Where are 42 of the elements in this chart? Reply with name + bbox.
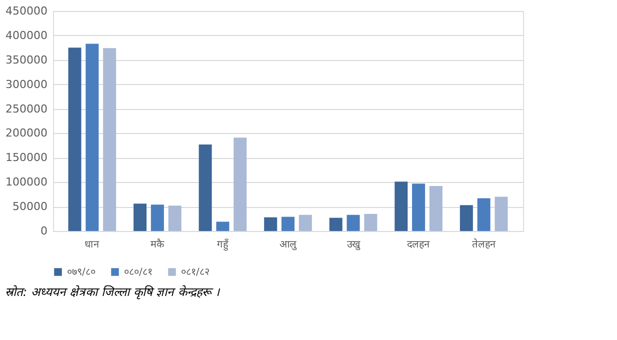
bar — [198, 144, 212, 231]
bar — [150, 204, 164, 231]
y-tick-label: 200000 — [6, 126, 48, 140]
x-tick-label: मकै — [150, 238, 164, 250]
x-tick-label: धान — [84, 240, 100, 250]
bar — [103, 48, 116, 231]
text: स्रोत: अध्ययन क्षेत्रका जिल्ला कृषि ज्ञान केन्द्रहरू । — [5, 285, 221, 300]
bar — [234, 138, 247, 231]
y-tick-label: 450000 — [6, 4, 48, 18]
bar — [394, 182, 408, 231]
bar — [168, 206, 182, 231]
bar — [429, 186, 442, 231]
x-tick-label: उखु — [346, 240, 361, 250]
x-tick-label: दलहन — [407, 240, 430, 250]
y-tick-label: 100000 — [6, 176, 48, 189]
bar — [298, 214, 312, 231]
legend-label: ०८०/८१ — [124, 267, 152, 278]
bar — [264, 217, 278, 231]
y-tick-label: 50000 — [12, 200, 48, 214]
bar — [134, 204, 147, 231]
y-tick-label: 350000 — [6, 53, 48, 66]
bar — [68, 48, 82, 231]
bar — [216, 222, 230, 231]
y-tick-label: 150000 — [6, 151, 48, 164]
bar — [329, 218, 342, 231]
y-tick-label: 250000 — [6, 102, 48, 116]
bar — [364, 214, 378, 231]
bar — [282, 216, 294, 231]
bar — [346, 214, 360, 231]
y-tick-label: 400000 — [6, 28, 48, 42]
bar — [460, 205, 473, 231]
y-tick-label: 300000 — [6, 78, 48, 91]
x-tick-label: आलु — [280, 240, 298, 250]
bar — [412, 184, 426, 231]
bar — [494, 196, 508, 231]
legend-label: ०८१/८२ — [181, 267, 210, 278]
y-tick-label: 0 — [40, 224, 48, 238]
x-tick-label: गहुँ — [217, 238, 230, 252]
x-tick-label: तेलहन — [472, 238, 496, 250]
legend-label: ०७९/८० — [67, 267, 96, 278]
bar — [86, 44, 99, 231]
bar — [477, 198, 490, 231]
